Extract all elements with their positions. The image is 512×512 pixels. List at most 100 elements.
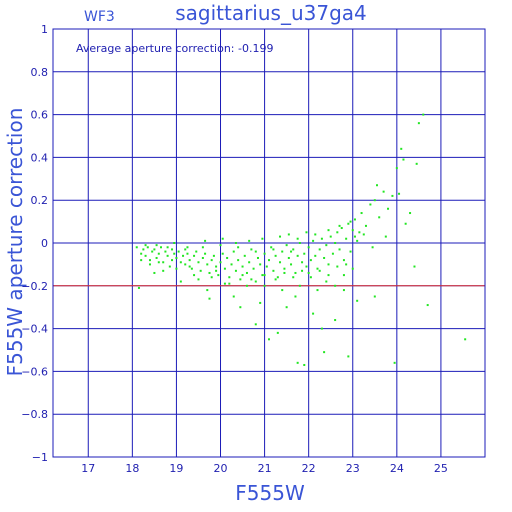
data-point [261, 237, 264, 240]
data-point [199, 269, 202, 272]
data-point [212, 254, 215, 257]
data-point [144, 244, 147, 247]
data-point [261, 274, 264, 277]
data-point [320, 327, 323, 330]
data-point [371, 246, 374, 249]
data-point [373, 295, 376, 298]
data-point [171, 259, 174, 262]
data-point [345, 237, 348, 240]
data-point [349, 250, 352, 253]
data-point [413, 265, 416, 268]
y-tick-label: −0.2 [21, 280, 48, 293]
data-point [296, 237, 299, 240]
average-correction-annotation: Average aperture correction: -0.199 [76, 42, 273, 55]
x-tick-label: 18 [125, 462, 139, 475]
data-point [228, 282, 231, 285]
data-point [327, 263, 330, 266]
data-point [151, 250, 154, 253]
data-point [334, 284, 337, 287]
data-point [153, 248, 156, 251]
data-point [426, 304, 429, 307]
data-point [204, 252, 207, 255]
data-point [166, 246, 169, 249]
data-point [351, 267, 354, 270]
data-point [422, 113, 425, 116]
x-tick-label: 19 [169, 462, 183, 475]
data-point [290, 250, 293, 253]
data-point [318, 269, 321, 272]
data-point [274, 254, 277, 257]
data-point [318, 248, 321, 251]
data-point [294, 271, 297, 274]
data-point [215, 269, 218, 272]
data-point [287, 233, 290, 236]
data-point [364, 224, 367, 227]
data-point [391, 194, 394, 197]
data-point [221, 237, 224, 240]
data-point [283, 267, 286, 270]
data-point [241, 265, 244, 268]
data-point [298, 242, 301, 244]
data-point [270, 246, 273, 249]
y-tick-label: −0.8 [21, 408, 48, 421]
data-point [195, 250, 198, 253]
data-point [263, 252, 266, 255]
x-tick-label: 24 [390, 462, 404, 475]
data-point [316, 289, 319, 292]
data-point [303, 252, 306, 255]
data-point [219, 261, 222, 264]
y-tick-label: 0.2 [31, 194, 49, 207]
data-point [206, 263, 209, 266]
chart-title: sagittarius_u37ga4 [175, 1, 367, 25]
data-point [338, 248, 341, 251]
data-point [307, 271, 310, 274]
data-point [325, 280, 328, 283]
data-point [305, 231, 308, 234]
data-points [135, 113, 467, 366]
data-point [250, 278, 253, 281]
data-point [285, 306, 288, 309]
data-point [342, 289, 345, 292]
data-point [268, 259, 270, 262]
data-point [265, 265, 268, 268]
data-point [188, 259, 191, 262]
data-point [287, 256, 290, 259]
data-point [148, 263, 151, 266]
data-point [243, 254, 246, 257]
data-point [356, 299, 359, 302]
data-point [173, 242, 176, 244]
data-point [305, 265, 308, 268]
x-tick-label: 17 [81, 462, 95, 475]
x-tick-label: 25 [434, 462, 448, 475]
data-point [175, 267, 178, 270]
data-point [239, 278, 242, 281]
data-point [327, 229, 330, 232]
data-point [254, 323, 257, 326]
grid [53, 28, 485, 458]
data-point [252, 267, 255, 270]
data-point [409, 212, 412, 215]
data-point [259, 301, 262, 304]
data-point [144, 254, 147, 257]
data-point [338, 224, 341, 227]
data-point [323, 351, 326, 354]
data-point [376, 184, 378, 187]
data-point [175, 256, 178, 259]
data-point [309, 276, 312, 279]
data-point [208, 271, 211, 274]
data-point [241, 274, 244, 277]
data-point [155, 244, 158, 247]
data-point [349, 220, 352, 223]
data-point [312, 239, 315, 242]
data-point [223, 267, 226, 270]
data-point [259, 263, 262, 266]
x-tick-label: 23 [346, 462, 360, 475]
data-point [153, 271, 156, 274]
data-point [301, 261, 304, 264]
data-point [230, 263, 233, 266]
y-tick-label: 0.8 [31, 66, 49, 79]
data-point [237, 259, 240, 262]
data-point [162, 261, 165, 264]
data-point [276, 276, 279, 279]
data-point [298, 284, 301, 287]
